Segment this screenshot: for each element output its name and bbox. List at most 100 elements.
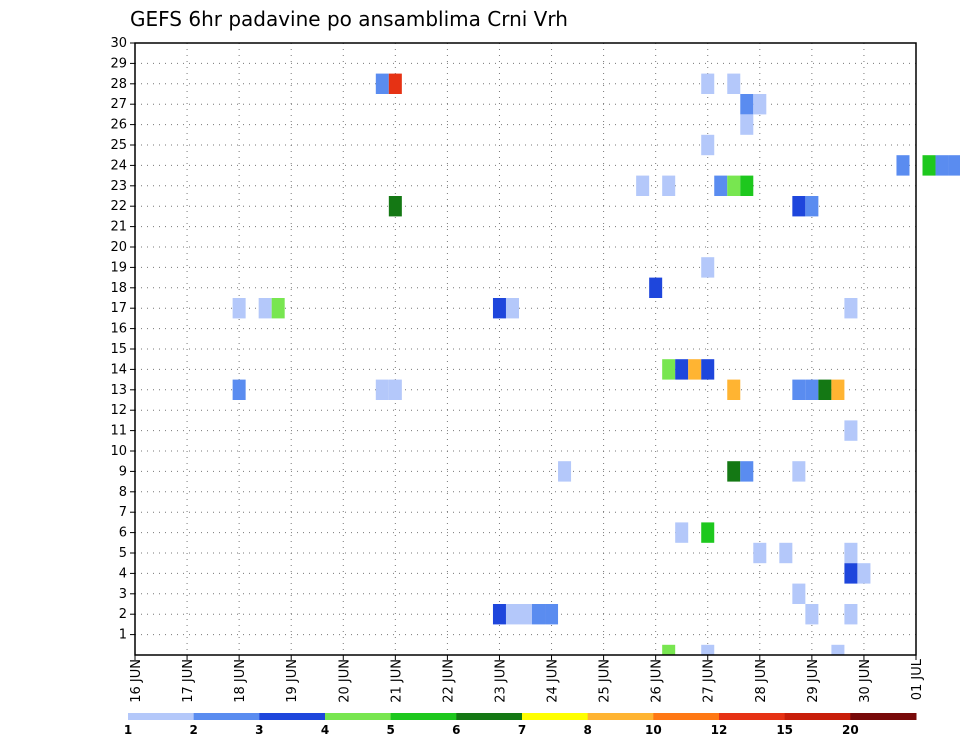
x-tick-label: 28 JUN: [754, 659, 769, 703]
y-tick-label: 29: [110, 56, 127, 71]
colorbar-label: 1: [124, 723, 132, 737]
precip-cell: [532, 604, 546, 625]
y-tick-label: 10: [110, 444, 127, 459]
y-tick-label: 12: [110, 403, 127, 418]
precip-cell: [675, 359, 689, 380]
precip-cell: [701, 257, 715, 278]
x-tick-label: 23 JUN: [493, 659, 508, 703]
precip-cell: [805, 196, 819, 217]
precip-cell: [792, 461, 806, 482]
precip-cell: [518, 604, 533, 625]
precip-cell: [831, 379, 845, 400]
chart-title: GEFS 6hr padavine po ansamblima Crni Vrh: [130, 7, 568, 31]
precip-cell: [805, 379, 819, 400]
precip-cell: [492, 604, 506, 625]
precip-cell: [844, 542, 858, 564]
precip-cell: [375, 73, 389, 94]
y-tick-label: 30: [110, 36, 127, 51]
x-tick-label: 25 JUN: [598, 659, 613, 703]
colorbar-label: 2: [189, 723, 197, 737]
precip-cell: [232, 379, 246, 400]
precip-cell: [740, 461, 754, 482]
colorbar-swatch: [850, 713, 917, 720]
colorbar-swatch: [719, 713, 786, 720]
precip-cell: [505, 604, 519, 625]
colorbar-label: 7: [518, 723, 526, 737]
colorbar-label: 6: [452, 723, 460, 737]
precip-cell: [714, 175, 728, 196]
y-tick-label: 20: [110, 240, 127, 255]
y-tick-label: 3: [119, 587, 127, 602]
precip-cell: [492, 298, 506, 319]
y-tick-label: 13: [110, 383, 127, 398]
precip-cell: [701, 134, 715, 156]
precip-cell: [844, 563, 858, 584]
y-tick-label: 5: [119, 546, 127, 561]
precipitation-cells: [232, 73, 960, 655]
y-tick-label: 25: [110, 138, 127, 153]
colorbar-label: 10: [645, 723, 662, 737]
x-tick-label: 18 JUN: [233, 659, 248, 703]
y-tick-label: 8: [119, 485, 127, 500]
precip-cell: [701, 73, 715, 94]
colorbar-label: 3: [255, 723, 263, 737]
colorbar-label: 20: [842, 723, 859, 737]
precip-cell: [844, 420, 858, 441]
y-tick-label: 17: [110, 301, 127, 316]
precip-cell: [727, 73, 741, 94]
colorbar-swatch: [522, 713, 589, 720]
y-tick-label: 6: [119, 526, 127, 541]
colorbar-label: 8: [583, 723, 591, 737]
colorbar: 1 2 3 4 5 6 7 8 10 12 15 20: [124, 713, 917, 737]
colorbar-swatch: [653, 713, 720, 720]
grid-lines: [135, 43, 916, 655]
precip-cell: [258, 298, 272, 319]
precip-cell: [935, 155, 949, 176]
y-tick-label: 14: [110, 362, 127, 377]
precip-cell: [831, 644, 845, 655]
x-tick-label: 29 JUN: [806, 659, 821, 703]
precip-cell: [792, 196, 806, 217]
x-tick-label: 17 JUN: [181, 659, 196, 703]
precip-cell: [375, 379, 389, 400]
x-tick-label: 19 JUN: [285, 659, 300, 703]
precip-cell: [701, 644, 715, 655]
precip-cell: [388, 379, 402, 400]
colorbar-label: 15: [776, 723, 793, 737]
precip-cell: [844, 604, 858, 625]
precip-cell: [792, 379, 806, 400]
x-tick-label: 24 JUN: [546, 659, 561, 703]
colorbar-swatch: [456, 713, 523, 720]
precip-cell: [662, 175, 676, 196]
y-tick-label: 27: [110, 97, 127, 112]
precip-cell: [818, 379, 832, 400]
precip-cell: [662, 644, 676, 655]
y-tick-label: 4: [119, 566, 127, 581]
colorbar-swatch: [193, 713, 260, 720]
precip-cell: [792, 583, 806, 604]
colorbar-swatch: [128, 713, 195, 720]
colorbar-swatch: [325, 713, 392, 720]
x-tick-label: 26 JUN: [650, 659, 665, 703]
colorbar-label: 5: [386, 723, 394, 737]
precip-cell: [388, 73, 402, 94]
precip-cell: [662, 359, 676, 380]
precip-cell: [805, 604, 819, 625]
precip-cell: [922, 155, 936, 176]
precip-cell: [753, 542, 767, 564]
y-tick-label: 11: [110, 424, 127, 439]
precip-cell: [271, 298, 285, 319]
precip-cell: [740, 114, 754, 135]
precip-cell: [740, 175, 754, 196]
y-tick-label: 7: [119, 505, 127, 520]
x-tick-label: 01 JUL: [910, 658, 925, 700]
x-tick-label: 27 JUN: [702, 659, 717, 703]
colorbar-swatch: [587, 713, 654, 720]
y-tick-label: 19: [110, 260, 127, 275]
y-tick-label: 21: [110, 220, 127, 235]
precip-cell: [688, 359, 702, 380]
precip-cell: [649, 277, 663, 298]
precip-cell: [753, 94, 767, 115]
y-tick-label: 2: [119, 607, 127, 622]
